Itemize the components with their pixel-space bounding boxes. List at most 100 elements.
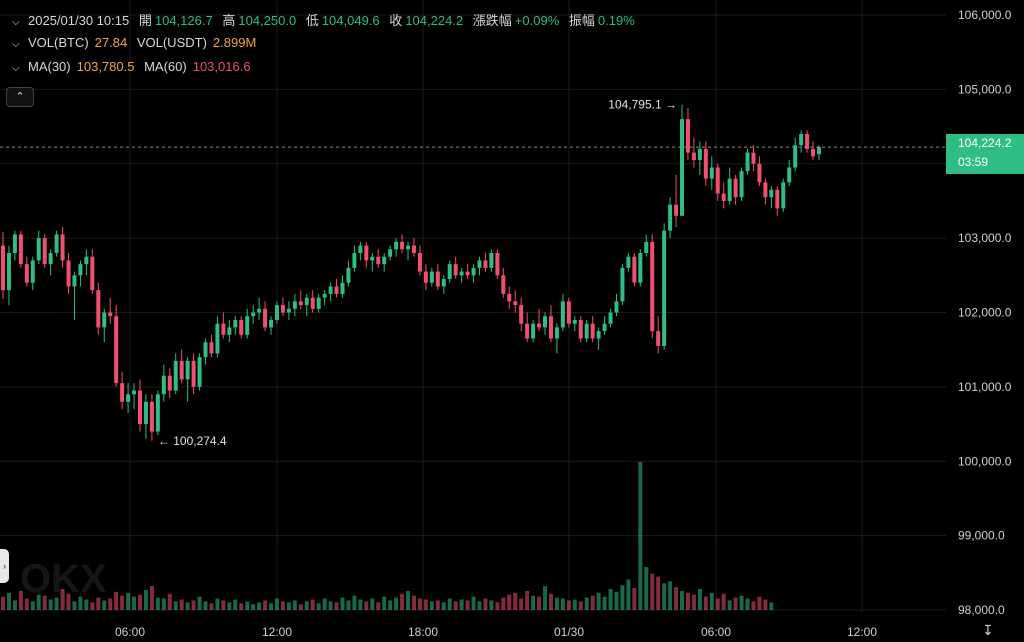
panel-handle-icon[interactable]: ›	[0, 549, 9, 583]
candle-body	[370, 256, 375, 261]
candle-body	[126, 394, 131, 402]
volume-bar	[108, 598, 113, 610]
candle-body	[96, 290, 101, 328]
candle-body	[471, 267, 476, 276]
candle-body	[78, 264, 83, 276]
volume-bar	[227, 602, 232, 610]
candle-body	[358, 245, 363, 253]
candle-body	[12, 234, 17, 253]
volume-bar	[441, 602, 446, 610]
candle-body	[489, 253, 494, 268]
volume-bar	[537, 596, 542, 610]
candle-body	[364, 245, 369, 261]
candle-body	[554, 327, 559, 339]
candle-body	[495, 253, 500, 276]
volume-bar	[668, 581, 673, 610]
volume-bar	[346, 600, 351, 610]
candle-body	[382, 256, 387, 265]
candle-body	[245, 316, 250, 335]
volume-bar	[257, 602, 262, 610]
chevron-down-icon[interactable]: ⌵	[12, 17, 20, 28]
volume-bar	[429, 601, 434, 610]
candle-body	[298, 301, 303, 306]
volume-bar	[60, 588, 65, 610]
ma-legend: ⌵ MA(30) 103,780.5 MA(60) 103,016.6	[12, 59, 257, 74]
candle-body	[721, 193, 726, 201]
ma30-label: MA(30)	[28, 59, 71, 74]
candle-body	[644, 241, 649, 253]
candle-body	[519, 305, 524, 324]
volume-bar	[42, 595, 47, 610]
volume-bar	[358, 599, 363, 610]
volume-bar	[769, 602, 774, 610]
candle-body	[548, 316, 553, 339]
volume-bar	[578, 601, 583, 610]
candle-countdown: 03:59	[958, 155, 989, 169]
volume-bar	[602, 596, 607, 610]
low-label: 低	[305, 13, 319, 28]
volume-bar	[96, 597, 101, 610]
candle-body	[739, 171, 744, 198]
candle-body	[227, 327, 232, 335]
candle-body	[447, 264, 452, 280]
price-tick-label: 98,000.0	[958, 603, 1005, 617]
chevron-up-icon: ⌃	[15, 91, 25, 103]
collapse-legend-button[interactable]: ⌃	[6, 87, 34, 107]
volume-bar	[245, 601, 250, 610]
volume-bar	[48, 599, 53, 610]
candle-body	[30, 260, 35, 283]
volume-bar	[691, 594, 696, 610]
chevron-down-icon[interactable]: ⌵	[12, 63, 20, 74]
volume-bar	[120, 595, 125, 610]
volume-legend: ⌵ VOL(BTC) 27.84 VOL(USDT) 2.899M	[12, 35, 262, 50]
volume-bar	[370, 598, 375, 610]
candle-body	[316, 297, 321, 309]
price-tick-label: 103,000.0	[958, 231, 1012, 245]
reset-axis-icon[interactable]: ↧	[982, 622, 994, 638]
volume-bar	[149, 586, 154, 610]
time-tick-label: 12:00	[262, 625, 292, 639]
candle-body	[572, 319, 577, 324]
volume-bar	[114, 591, 119, 610]
candle-body	[102, 312, 107, 328]
candle-body	[578, 319, 583, 339]
price-axis-bg	[946, 0, 1024, 642]
volume-bar	[596, 592, 601, 610]
candle-body	[346, 267, 351, 283]
chevron-down-icon[interactable]: ⌵	[12, 39, 20, 50]
candle-body	[685, 119, 690, 153]
candle-body	[811, 148, 816, 157]
volume-bars	[1, 462, 774, 610]
candle-body	[453, 264, 458, 276]
high-label: 高	[222, 13, 236, 28]
legend-datetime: 2025/01/30 10:15	[28, 13, 130, 28]
volume-bar	[400, 593, 405, 610]
candle-body	[543, 316, 548, 328]
volume-bar	[406, 590, 411, 610]
volume-bar	[560, 598, 565, 610]
candle-body	[173, 360, 178, 391]
volume-bar	[495, 602, 500, 610]
candle-body	[54, 234, 59, 253]
candle-body	[203, 342, 208, 358]
volume-bar	[376, 602, 381, 610]
volume-bar	[382, 596, 387, 610]
candle-body	[465, 271, 470, 276]
candle-body	[590, 323, 595, 339]
price-tick-label: 105,000.0	[958, 82, 1012, 96]
candle-body	[775, 189, 780, 209]
candle-body	[328, 286, 333, 294]
volume-bar	[727, 600, 732, 610]
volume-bar	[191, 600, 196, 610]
candle-body	[66, 260, 71, 287]
candle-body	[84, 256, 89, 265]
candle-body	[501, 275, 506, 294]
volume-bar	[280, 601, 285, 610]
candle-body	[90, 256, 95, 291]
candle-body	[1, 245, 5, 291]
volume-bar	[292, 600, 297, 610]
candle-body	[185, 360, 190, 380]
extreme-annotations: 104,795.1 → ← 100,274.4	[158, 98, 677, 448]
volume-bar	[197, 596, 202, 610]
